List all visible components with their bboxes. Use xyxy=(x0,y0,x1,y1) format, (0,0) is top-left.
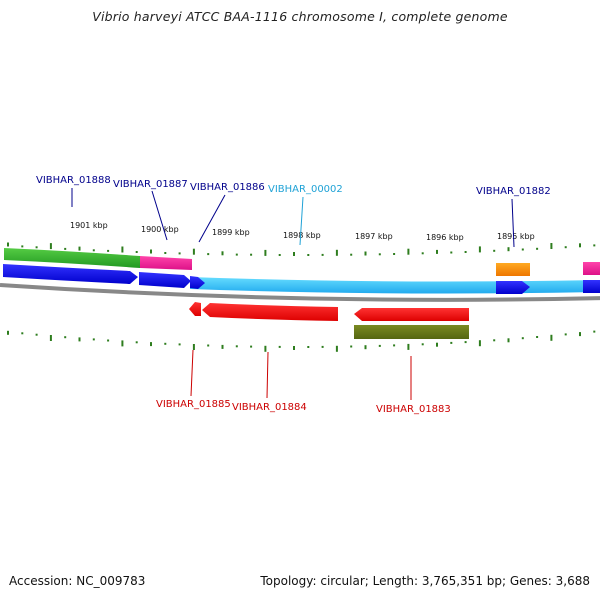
rna-bar-VIBHAR_00002[interactable] xyxy=(190,277,600,294)
tick-label-1900: 1900 kbp xyxy=(141,225,179,234)
gene-arrow-VIBHAR_01887[interactable] xyxy=(139,272,191,288)
accession-text: Accession: NC_009783 xyxy=(9,574,146,588)
gene-label-VIBHAR_01888[interactable]: VIBHAR_01888 xyxy=(36,175,111,186)
leader-VIBHAR_01886 xyxy=(198,194,226,243)
gene-bar-VIBHAR_01883-feature[interactable] xyxy=(354,325,469,339)
page-title: Vibrio harveyi ATCC BAA-1116 chromosome … xyxy=(92,9,508,24)
tick-labels: 1901 kbp 1900 kbp 1899 kbp 1898 kbp 1897… xyxy=(70,221,535,242)
tick-label-1898: 1898 kbp xyxy=(283,231,321,240)
tick-label-1897: 1897 kbp xyxy=(355,232,393,241)
leader-VIBHAR_01885 xyxy=(190,349,194,397)
tick-label-1895: 1895 kbp xyxy=(497,232,535,241)
tick-label-1896: 1896 kbp xyxy=(426,233,464,242)
gene-arrow-VIBHAR_01888[interactable] xyxy=(3,264,138,284)
gene-label-VIBHAR_00002[interactable]: VIBHAR_00002 xyxy=(268,184,343,195)
gene-label-VIBHAR_01884[interactable]: VIBHAR_01884 xyxy=(232,402,307,413)
genome-summary-text: Topology: circular; Length: 3,765,351 bp… xyxy=(260,574,590,588)
gene-bar-VIBHAR_01882-feature[interactable] xyxy=(496,263,530,276)
gene-label-VIBHAR_01882[interactable]: VIBHAR_01882 xyxy=(476,186,551,197)
gene-label-VIBHAR_01883[interactable]: VIBHAR_01883 xyxy=(376,404,451,415)
chromosome-backbone xyxy=(0,283,600,302)
gene-labels: VIBHAR_01888 VIBHAR_01887 VIBHAR_01886 V… xyxy=(36,175,551,415)
edge-gene-arrow[interactable] xyxy=(583,280,600,293)
leader-VIBHAR_01882 xyxy=(511,198,515,248)
gene-bar-VIBHAR_01887-feature[interactable] xyxy=(140,256,192,270)
gene-label-VIBHAR_01887[interactable]: VIBHAR_01887 xyxy=(113,179,188,190)
upper-tick-track xyxy=(7,242,596,256)
lower-tick-track xyxy=(7,330,596,352)
leader-VIBHAR_01887 xyxy=(151,190,168,241)
gene-label-VIBHAR_01886[interactable]: VIBHAR_01886 xyxy=(190,182,265,193)
gene-arrow-VIBHAR_01882[interactable] xyxy=(496,281,530,294)
gene-arrow-VIBHAR_01883[interactable] xyxy=(354,308,469,321)
tick-label-1901: 1901 kbp xyxy=(70,221,108,230)
leader-VIBHAR_01884 xyxy=(266,351,269,399)
gene-arrow-VIBHAR_01885[interactable] xyxy=(189,302,201,316)
gene-bar-VIBHAR_01888-feature[interactable] xyxy=(4,248,140,268)
gene-arrow-VIBHAR_01886[interactable] xyxy=(190,276,205,289)
edge-feature-bar[interactable] xyxy=(583,262,600,275)
tick-label-1899: 1899 kbp xyxy=(212,228,250,237)
gene-label-VIBHAR_01885[interactable]: VIBHAR_01885 xyxy=(156,399,231,410)
gene-arrow-VIBHAR_01884[interactable] xyxy=(202,303,338,321)
leader-lines xyxy=(71,188,515,400)
leader-VIBHAR_00002 xyxy=(299,196,304,246)
